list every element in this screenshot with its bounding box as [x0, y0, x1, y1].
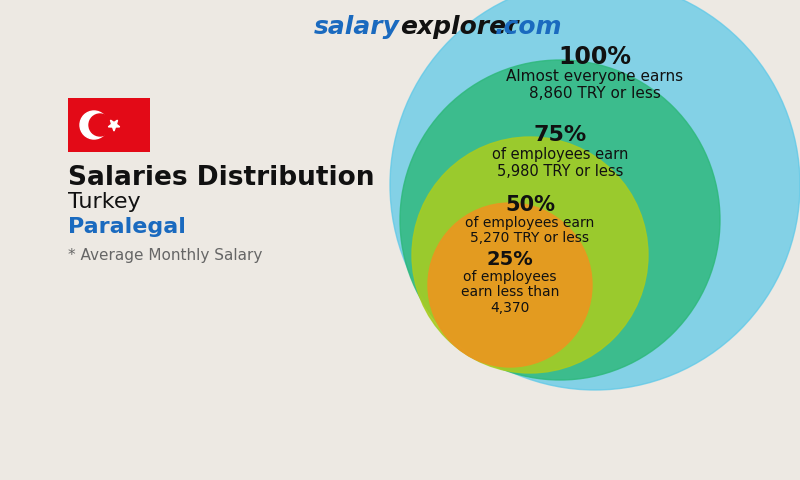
Text: explorer: explorer [400, 15, 518, 39]
Text: Paralegal: Paralegal [68, 217, 186, 237]
Circle shape [89, 114, 111, 136]
Text: 75%: 75% [534, 125, 586, 145]
Text: of employees earn: of employees earn [492, 147, 628, 162]
Text: Almost everyone earns: Almost everyone earns [506, 69, 683, 84]
Text: 5,980 TRY or less: 5,980 TRY or less [497, 164, 623, 179]
Text: .com: .com [495, 15, 562, 39]
Text: of employees earn: of employees earn [466, 216, 594, 230]
Text: salary: salary [314, 15, 400, 39]
Text: 50%: 50% [505, 195, 555, 215]
Polygon shape [108, 120, 120, 131]
FancyBboxPatch shape [68, 98, 150, 152]
Circle shape [400, 60, 720, 380]
Text: earn less than: earn less than [461, 285, 559, 299]
Circle shape [80, 111, 108, 139]
Text: * Average Monthly Salary: * Average Monthly Salary [68, 248, 262, 263]
Text: 25%: 25% [486, 250, 534, 269]
Circle shape [412, 137, 648, 373]
Circle shape [428, 203, 592, 367]
Text: 8,860 TRY or less: 8,860 TRY or less [529, 86, 661, 101]
Text: 4,370: 4,370 [490, 300, 530, 314]
Circle shape [390, 0, 800, 390]
Text: of employees: of employees [463, 270, 557, 284]
Text: 100%: 100% [558, 45, 631, 69]
Text: Salaries Distribution: Salaries Distribution [68, 165, 374, 191]
Text: Turkey: Turkey [68, 192, 141, 212]
Text: 5,270 TRY or less: 5,270 TRY or less [470, 231, 590, 245]
